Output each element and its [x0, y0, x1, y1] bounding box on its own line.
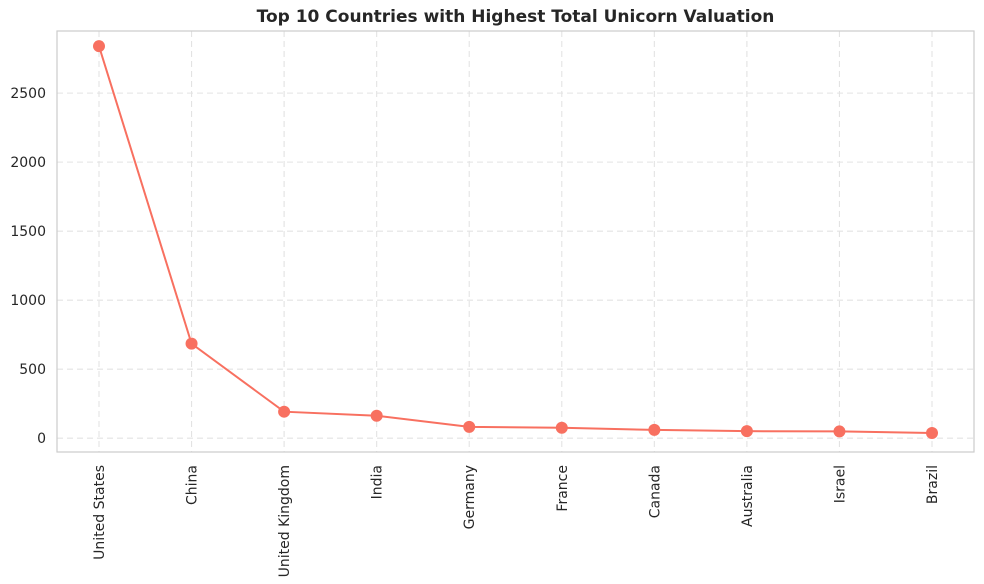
data-point [463, 420, 476, 433]
y-tick-label: 1500 [10, 224, 46, 240]
data-point [740, 425, 753, 438]
y-axis: 0 500 1000 1500 2000 2500 [10, 86, 46, 447]
x-tick-label: Germany [462, 465, 478, 529]
x-tick-label: Canada [647, 465, 663, 518]
data-point [648, 423, 661, 436]
x-axis: United States China United Kingdom India Ger… [92, 465, 941, 577]
plot-frame [56, 30, 975, 453]
data-point [926, 426, 938, 439]
chart-title: Top 10 Countries with Highest Total Unic… [256, 7, 775, 27]
x-tick-label: Israel [832, 465, 848, 503]
data-point [93, 40, 105, 53]
x-tick-label: Brazil [925, 465, 941, 504]
data-point [370, 409, 383, 422]
data-point [278, 405, 291, 418]
data-point [185, 337, 198, 350]
data-point [833, 425, 846, 438]
x-tick-label: Australia [740, 465, 756, 527]
series [93, 40, 938, 439]
data-point [555, 421, 568, 434]
x-tick-label: France [555, 465, 571, 512]
y-tick-label: 2000 [10, 155, 46, 171]
x-tick-label: India [370, 465, 386, 499]
y-tick-label: 0 [37, 431, 46, 447]
y-tick-label: 500 [19, 362, 46, 378]
x-tick-label: United States [92, 465, 108, 560]
y-tick-label: 2500 [10, 86, 46, 102]
grid-lines [57, 31, 974, 452]
series-line [98, 45, 933, 434]
y-tick-label: 1000 [10, 293, 46, 309]
x-tick-label: United Kingdom [277, 465, 293, 577]
x-tick-label: China [185, 465, 201, 505]
